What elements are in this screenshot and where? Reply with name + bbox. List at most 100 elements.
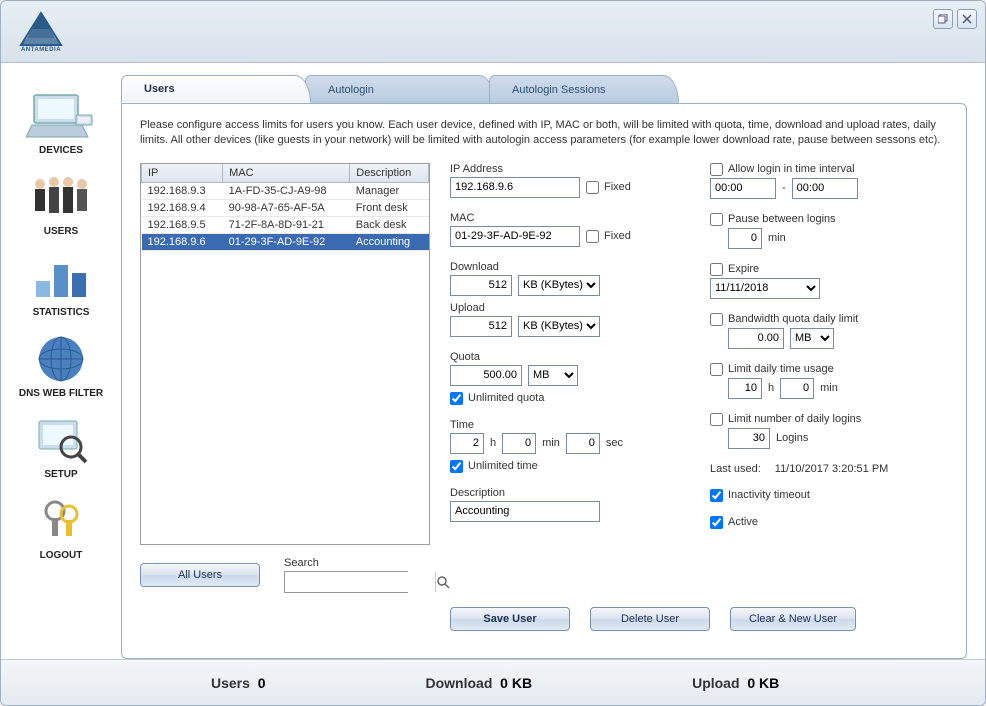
sidebar-label: SETUP: [44, 469, 77, 480]
allow-login-checkbox[interactable]: [710, 163, 723, 176]
inactivity-checkbox[interactable]: [710, 489, 723, 502]
field-quota: Quota MB Unlimited quota: [450, 351, 680, 405]
pause-checkbox[interactable]: [710, 213, 723, 226]
active-row: Active: [710, 516, 930, 529]
search-icon[interactable]: [435, 572, 450, 592]
tabs: Users Autologin Autologin Sessions: [121, 75, 967, 103]
table-row[interactable]: 192.168.9.601-29-3F-AD-9E-92Accounting: [142, 233, 429, 250]
time-s-input[interactable]: [566, 433, 600, 454]
limit-daily-m-input[interactable]: [780, 378, 814, 399]
ip-label: IP Address: [450, 163, 680, 175]
description-label: Description: [450, 487, 680, 499]
download-label: Download: [450, 261, 680, 273]
tab-autologin[interactable]: Autologin: [305, 75, 495, 103]
tab-autologin-sessions[interactable]: Autologin Sessions: [489, 75, 679, 103]
time-h-input[interactable]: [450, 433, 484, 454]
logo: ANTAMEDIA: [11, 7, 71, 57]
field-allow-login: Allow login in time interval -: [710, 163, 930, 199]
ip-fixed-checkbox[interactable]: [586, 181, 599, 194]
form-columns: IP Address Fixed MAC Fixed: [450, 163, 948, 593]
mac-input[interactable]: [450, 226, 580, 247]
table-cell: 192.168.9.6: [142, 233, 223, 250]
description-input[interactable]: [450, 501, 600, 522]
field-description: Description: [450, 487, 680, 522]
status-download: Download 0 KB: [426, 675, 533, 691]
bw-quota-checkbox[interactable]: [710, 313, 723, 326]
field-pause: Pause between logins min: [710, 213, 930, 249]
inactivity-label: Inactivity timeout: [728, 489, 810, 501]
table-cell: 90-98-A7-65-AF-5A: [223, 199, 350, 216]
upload-input[interactable]: [450, 316, 512, 337]
col-description[interactable]: Description: [350, 164, 429, 183]
mac-label: MAC: [450, 212, 680, 224]
clear-new-user-button[interactable]: Clear & New User: [730, 607, 856, 631]
limit-logins-input[interactable]: [728, 428, 770, 449]
search-input[interactable]: [285, 572, 435, 592]
table-row[interactable]: 192.168.9.31A-FD-35-CJ-A9-98Manager: [142, 182, 429, 199]
sidebar-item-logout[interactable]: LOGOUT: [1, 488, 121, 567]
tab-users[interactable]: Users: [121, 75, 311, 103]
delete-user-button[interactable]: Delete User: [590, 607, 710, 631]
sidebar-item-devices[interactable]: DEVICES: [1, 83, 121, 162]
intro-text: Please configure access limits for users…: [140, 118, 948, 149]
h-label: h: [768, 382, 774, 394]
mac-fixed-checkbox[interactable]: [586, 230, 599, 243]
pause-input[interactable]: [728, 228, 762, 249]
field-limit-logins: Limit number of daily logins Logins: [710, 413, 930, 449]
col-ip[interactable]: IP: [142, 164, 223, 183]
inactivity-row: Inactivity timeout: [710, 489, 930, 502]
limit-logins-label: Limit number of daily logins: [728, 413, 861, 425]
users-icon: [22, 170, 100, 224]
app-window: ANTAMEDIA DEVICES: [0, 0, 986, 706]
limit-daily-h-input[interactable]: [728, 378, 762, 399]
expire-checkbox[interactable]: [710, 263, 723, 276]
download-input[interactable]: [450, 275, 512, 296]
logo-text: ANTAMEDIA: [21, 47, 61, 53]
sidebar-label: DEVICES: [39, 145, 83, 156]
pause-label: Pause between logins: [728, 213, 836, 225]
download-unit-select[interactable]: KB (KBytes): [518, 275, 600, 296]
sidebar-item-statistics[interactable]: STATISTICS: [1, 245, 121, 324]
col-mac[interactable]: MAC: [223, 164, 350, 183]
sidebar-item-setup[interactable]: SETUP: [1, 407, 121, 486]
unlimited-time-checkbox[interactable]: [450, 460, 463, 473]
field-time: Time h min sec Unlimited time: [450, 419, 680, 473]
users-table[interactable]: IP MAC Description 192.168.9.31A-FD-35-C…: [140, 163, 430, 545]
last-used-label: Last used:: [710, 463, 761, 475]
expire-label: Expire: [728, 263, 759, 275]
table-row[interactable]: 192.168.9.490-98-A7-65-AF-5AFront desk: [142, 199, 429, 216]
table-cell: 192.168.9.3: [142, 182, 223, 199]
table-row[interactable]: 192.168.9.571-2F-8A-8D-91-21Back desk: [142, 216, 429, 233]
expire-date-select[interactable]: 11/11/2018: [710, 278, 820, 299]
all-users-button[interactable]: All Users: [140, 563, 260, 587]
logo-icon: [17, 11, 65, 49]
table-cell: 01-29-3F-AD-9E-92: [223, 233, 350, 250]
devices-icon: [22, 89, 100, 143]
ip-input[interactable]: [450, 177, 580, 198]
time-m-input[interactable]: [502, 433, 536, 454]
upload-unit-select[interactable]: KB (KBytes): [518, 316, 600, 337]
limit-daily-time-checkbox[interactable]: [710, 363, 723, 376]
close-button[interactable]: [957, 9, 977, 29]
login-from-input[interactable]: [710, 178, 776, 199]
sidebar-item-users[interactable]: USERS: [1, 164, 121, 243]
save-user-button[interactable]: Save User: [450, 607, 570, 631]
bw-quota-input[interactable]: [728, 328, 784, 349]
login-to-input[interactable]: [792, 178, 858, 199]
active-checkbox[interactable]: [710, 516, 723, 529]
sidebar-item-dns-filter[interactable]: DNS WEB FILTER: [1, 326, 121, 405]
bw-quota-unit-select[interactable]: MB: [790, 328, 834, 349]
limit-logins-checkbox[interactable]: [710, 413, 723, 426]
unlimited-quota-checkbox[interactable]: [450, 392, 463, 405]
min-label: min: [542, 437, 560, 449]
header-bar: ANTAMEDIA: [1, 1, 985, 63]
table-cell: Front desk: [350, 199, 429, 216]
quota-input[interactable]: [450, 365, 522, 386]
table-cell: Back desk: [350, 216, 429, 233]
unlimited-quota-label: Unlimited quota: [468, 392, 544, 404]
table-cell: 71-2F-8A-8D-91-21: [223, 216, 350, 233]
search-group: Search: [284, 557, 408, 593]
quota-unit-select[interactable]: MB: [528, 365, 578, 386]
restore-button[interactable]: [933, 9, 953, 29]
time-label: Time: [450, 419, 680, 431]
